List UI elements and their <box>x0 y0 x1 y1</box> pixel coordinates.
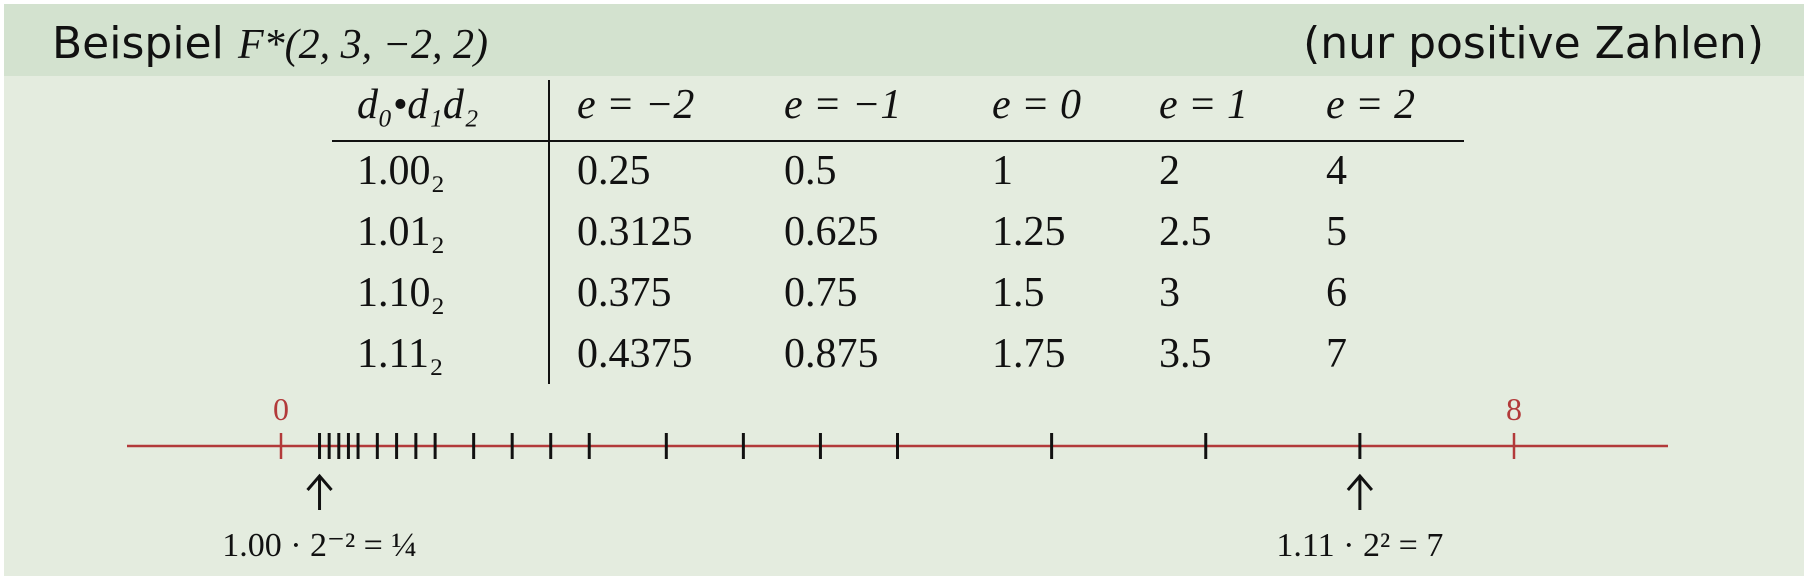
table-cell: 5 <box>1326 209 1347 255</box>
table-cell: 1.00₂ <box>357 148 445 194</box>
table-cell: 0.625 <box>784 209 879 255</box>
annotation-label: 1.00 · 2⁻² = ¼ <box>222 527 417 564</box>
table-cell: 0.875 <box>784 331 879 377</box>
table-cell: 3 <box>1159 270 1180 316</box>
table-header-cell: e = −1 <box>784 82 901 128</box>
table-cell: 7 <box>1326 331 1347 377</box>
table-cell: 1.25 <box>992 209 1066 255</box>
limit-label: 8 <box>1506 391 1522 427</box>
annotation-arrow <box>1346 473 1374 510</box>
table-cell: 1 <box>992 148 1013 194</box>
table-cell: 1.01₂ <box>357 209 445 255</box>
table-cell: 0.5 <box>784 148 837 194</box>
number-line: 0 8 1.00 · 2⁻² = ¼ 1.11 · 2² = 7 <box>127 391 1668 564</box>
table-header-cell: e = 2 <box>1326 82 1415 128</box>
table-cell: 2 <box>1159 148 1180 194</box>
table-cell: 1.10₂ <box>357 270 445 316</box>
table-cell: 0.4375 <box>577 331 693 377</box>
table: d₀•d₁d₂ e = −2 e = −1 e = 0 e = 1 e = 2 1.00₂ 0… <box>357 82 1415 377</box>
table-cell: 0.25 <box>577 148 651 194</box>
table-cell: 2.5 <box>1159 209 1212 255</box>
annotation-arrow <box>306 473 333 510</box>
header-math: F*(2, 3, −2, 2) <box>237 22 488 68</box>
table-cell: 1.5 <box>992 270 1045 316</box>
header-note: (nur positive Zahlen) <box>1303 18 1764 69</box>
table-cell: 1.75 <box>992 331 1066 377</box>
header-title: Beispiel <box>52 18 224 69</box>
table-cell: 6 <box>1326 270 1347 316</box>
limit-label: 0 <box>273 391 289 427</box>
table-header-cell: e = 0 <box>992 82 1081 128</box>
table-header-cell: d₀•d₁d₂ <box>357 82 479 128</box>
table-cell: 0.3125 <box>577 209 693 255</box>
table-cell: 0.375 <box>577 270 672 316</box>
table-cell: 1.11₂ <box>357 331 444 377</box>
header-band <box>4 4 1804 76</box>
table-header-cell: e = −2 <box>577 82 694 128</box>
slide-body <box>4 4 1804 576</box>
annotation-label: 1.11 · 2² = 7 <box>1276 527 1443 564</box>
table-cell: 3.5 <box>1159 331 1212 377</box>
table-cell: 4 <box>1326 148 1347 194</box>
table-header-cell: e = 1 <box>1159 82 1248 128</box>
table-cell: 0.75 <box>784 270 858 316</box>
